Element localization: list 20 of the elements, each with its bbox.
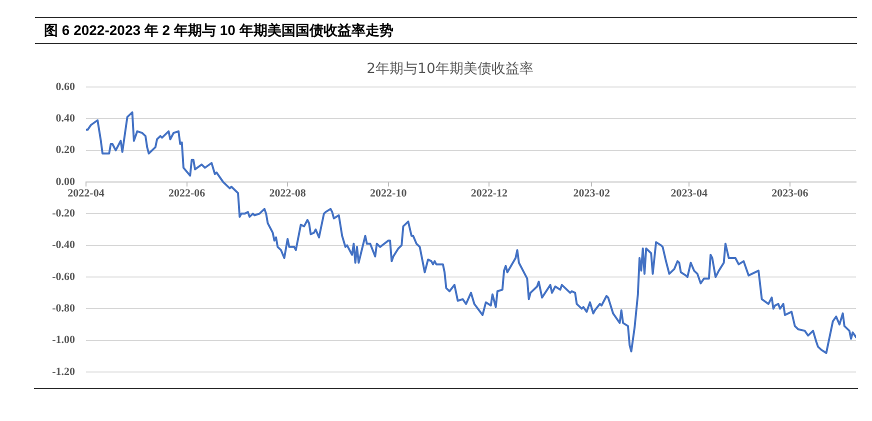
x-tick-label: 2022-08 — [269, 187, 306, 200]
y-tick-label: -0.20 — [52, 208, 76, 220]
y-tick-label: 0.40 — [56, 112, 76, 125]
y-tick-label: 0.20 — [56, 144, 76, 156]
y-tick-label: -0.40 — [52, 239, 76, 252]
x-tick-label: 2023-02 — [573, 187, 610, 200]
x-tick-label: 2023-04 — [670, 187, 708, 200]
y-tick-label: -0.80 — [52, 302, 76, 315]
y-tick-label: -0.60 — [52, 270, 76, 283]
x-tick-label: 2022-04 — [68, 187, 105, 200]
x-tick-label: 2023-06 — [772, 187, 809, 200]
y-tick-label: -1.00 — [52, 334, 76, 346]
chart-subtitle: 2年期与10年期美债收益率 — [366, 61, 534, 77]
y-tick-label: 0.60 — [56, 80, 76, 93]
y-tick-label: 0.00 — [56, 176, 76, 188]
x-tick-label: 2022-10 — [370, 187, 408, 200]
x-tick-label: 2022-12 — [470, 187, 508, 200]
chart-title: 图 6 2022-2023 年 2 年期与 10 年期美国国债收益率走势 — [35, 17, 857, 44]
y-tick-label: -1.20 — [52, 366, 76, 378]
x-tick-label: 2022-06 — [168, 187, 206, 200]
